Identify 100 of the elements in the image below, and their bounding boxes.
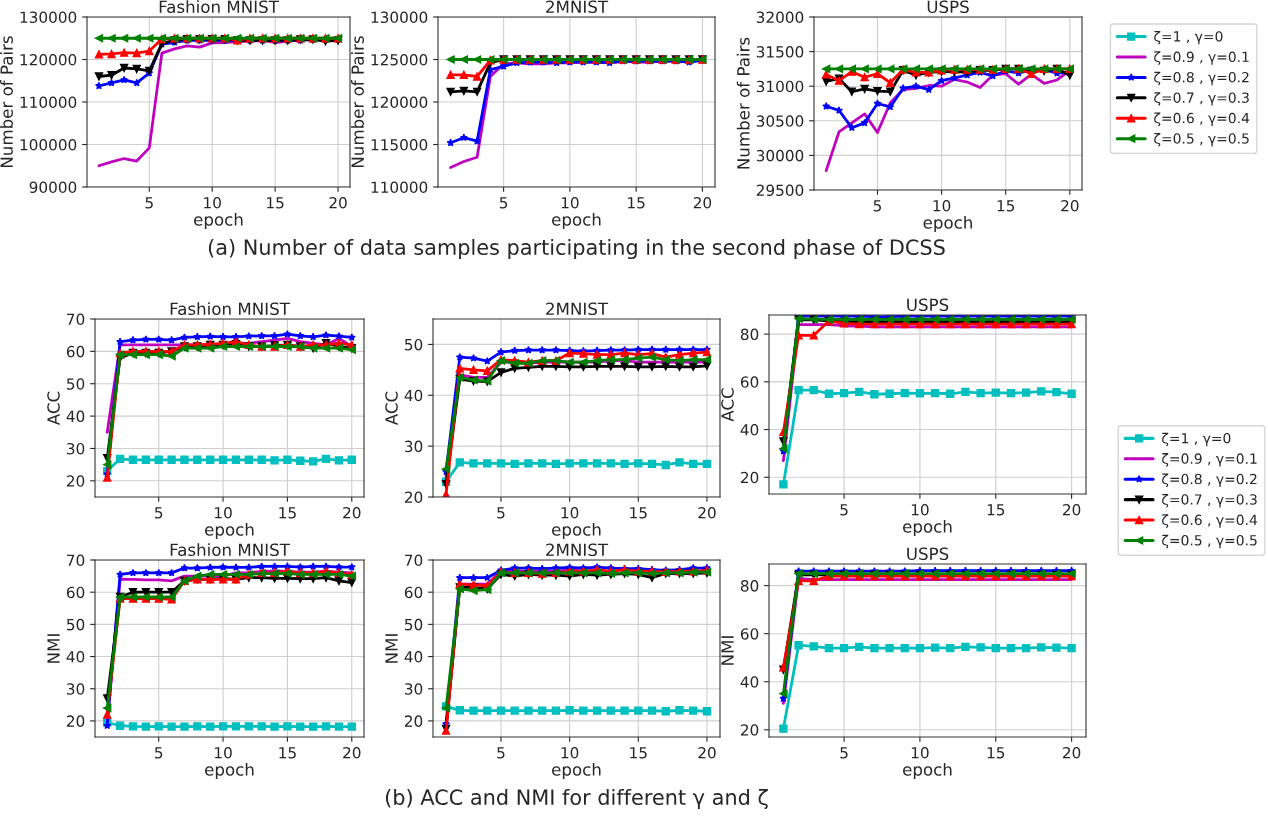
x-tick-label: 5 [873,200,881,212]
y-tick-label: 50 [67,378,85,390]
y-axis-title: NMI [721,636,734,665]
y-tick-label: 60 [740,628,759,640]
chart-title: 2MNIST [546,302,609,316]
x-tick-label: 20 [1062,503,1081,516]
x-tick-label: 10 [215,746,232,759]
y-tick-label: 60 [66,345,85,358]
y-tick-label: 40 [404,389,423,402]
x-tick-label: 15 [630,507,647,519]
x-tick-label: 15 [630,747,647,759]
x-tick-label: 10 [561,746,579,759]
x-axis-title: epoch [903,519,952,537]
x-tick-label: 15 [279,747,296,759]
y-tick-label: 110000 [20,96,77,109]
x-tick-label: 10 [561,506,579,519]
y-tick-label: 29500 [756,184,804,197]
y-axis-title: NMI [47,634,60,663]
x-axis-title: epoch [552,522,601,540]
x-tick-label: 15 [997,200,1015,212]
y-tick-label: 60 [740,376,759,388]
x-tick-label: 5 [497,507,505,519]
chart-title: 2MNIST [546,543,609,557]
x-tick-label: 10 [911,503,929,516]
y-tick-label: 80 [740,580,759,592]
x-tick-label: 20 [1062,746,1081,759]
x-axis-title: epoch [552,762,601,780]
y-tick-label: 120000 [20,53,77,66]
legend-label: ζ=0.7 , γ=0.3 [1162,493,1257,508]
y-tick-label: 31000 [756,80,804,93]
x-tick-label: 5 [497,747,505,759]
y-tick-label: 20 [740,724,759,736]
y-tick-label: 70 [405,554,423,567]
legend-label: ζ=1 , γ=0 [1154,30,1223,45]
y-tick-label: 40 [66,651,85,663]
y-tick-label: 30000 [756,149,804,162]
text: (a) Number of data samples participating in the second phase of DCSS [208,238,945,260]
x-tick-label: 15 [987,504,1005,516]
x-tick-label: 15 [987,747,1005,759]
y-axis-title: Number of Pairs [351,36,364,168]
x-tick-label: 10 [933,199,951,212]
legend-label: ζ=1 , γ=0 [1162,432,1231,447]
y-tick-label: 60 [404,586,423,599]
legend-label: ζ=0.6 , γ=0.4 [1162,514,1258,528]
y-tick-label: 110000 [371,181,428,194]
y-tick-label: 70 [67,554,85,567]
y-axis-title: Number of Pairs [0,36,13,168]
chart-title: Fashion MNIST [159,0,279,14]
y-tick-label: 20 [66,475,85,487]
y-tick-label: 20 [740,471,759,484]
y-tick-label: 30 [405,440,423,453]
y-tick-label: 30 [67,442,85,455]
x-tick-label: 5 [499,197,508,209]
x-tick-label: 10 [911,746,929,759]
y-tick-label: 130000 [20,11,77,24]
y-axis-title: ACC [47,391,60,426]
legend-label: ζ=0.5 , γ=0.5 [1154,132,1249,147]
y-tick-label: 80 [740,328,759,341]
legend-label: ζ=0.5 , γ=0.5 [1162,534,1257,549]
y-tick-label: 30500 [756,115,804,127]
chart-title: 2MNIST [546,0,609,14]
text: (b) ACC and NMI for different γ and ζ [385,788,768,810]
chart-title: Fashion MNIST [170,302,290,316]
x-tick-label: 10 [561,196,579,209]
legend-label: ζ=0.6 , γ=0.4 [1154,112,1250,127]
x-tick-label: 20 [329,196,347,209]
y-axis-title: Number of Pairs [736,37,750,169]
y-tick-label: 20 [66,715,85,727]
x-axis-title: epoch [903,762,952,780]
x-axis-title: epoch [205,762,254,780]
x-tick-label: 15 [279,507,296,519]
y-axis-title: NMI [385,634,398,663]
y-tick-label: 20 [404,491,423,504]
x-axis-title: epoch [194,212,243,230]
x-tick-label: 5 [145,197,153,209]
x-tick-label: 20 [343,746,361,759]
x-tick-label: 5 [840,747,848,759]
y-axis-title: ACC [721,388,734,422]
x-tick-label: 15 [267,197,284,209]
x-tick-label: 10 [204,196,221,209]
x-axis-title: epoch [923,215,972,233]
y-tick-label: 50 [405,338,423,351]
x-tick-label: 5 [155,507,163,519]
y-tick-label: 32000 [756,11,804,24]
y-tick-label: 40 [740,424,759,436]
y-axis-title: ACC [385,391,398,426]
y-tick-label: 100000 [20,138,77,151]
y-tick-label: 115000 [371,138,428,151]
chart-title: Fashion MNIST [170,543,290,557]
x-tick-label: 20 [693,196,712,209]
x-tick-label: 5 [155,747,163,759]
y-tick-label: 130000 [371,11,428,24]
x-tick-label: 20 [343,506,361,519]
y-tick-label: 30 [67,683,85,695]
x-tick-label: 15 [628,197,645,209]
x-axis-title: epoch [205,522,254,540]
legend-label: ζ=0.9 , γ=0.1 [1154,51,1249,65]
y-tick-label: 40 [740,676,759,688]
chart-title: USPS [927,0,969,14]
y-tick-label: 40 [66,410,85,423]
